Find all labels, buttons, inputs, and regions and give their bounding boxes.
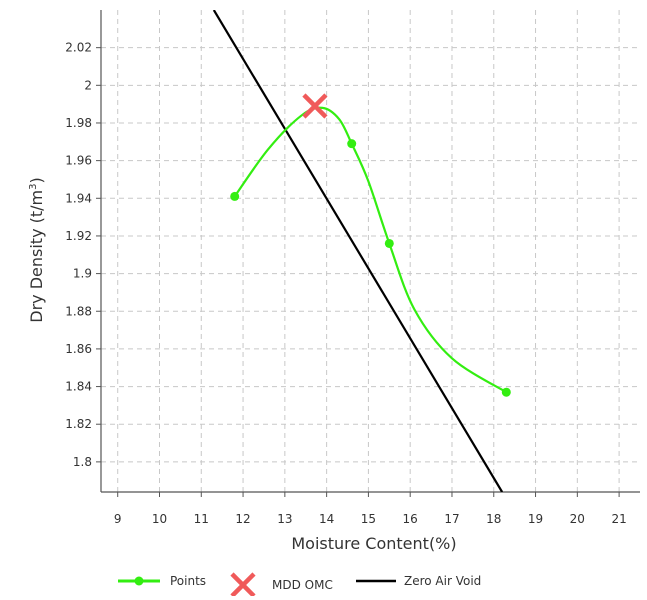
data-point-marker (230, 191, 240, 201)
legend-points-marker (134, 576, 144, 586)
mdd-omc-marker (302, 93, 328, 119)
series-layer (212, 10, 511, 492)
legend: Points MDD OMC Zero Air Void (118, 572, 481, 598)
x-tick-label: 17 (444, 512, 459, 526)
axes-layer (100, 10, 640, 493)
x-tick-label: 13 (277, 512, 292, 526)
x-tick-label: 19 (528, 512, 543, 526)
y-axis-label-superscript: 3 (28, 184, 39, 190)
legend-mdd-omc-label: MDD OMC (272, 578, 333, 592)
zero-air-void-line (212, 10, 504, 492)
y-tick-label: 1.96 (65, 154, 92, 168)
y-axis-label-close: ) (27, 177, 46, 183)
x-tick-label: 10 (152, 512, 167, 526)
x-tick-label: 15 (361, 512, 376, 526)
y-tick-label: 1.88 (65, 304, 92, 318)
x-tick-label: 12 (235, 512, 250, 526)
y-tick-label: 1.8 (73, 455, 92, 469)
mdd-omc-marker-stroke-b (302, 93, 328, 119)
y-tick-label: 1.94 (65, 191, 92, 205)
legend-item-points: Points (118, 574, 206, 588)
x-tick-label: 21 (611, 512, 626, 526)
y-axis-label: Dry Density (t/m3) (27, 177, 46, 322)
y-tick-label: 1.84 (65, 380, 92, 394)
legend-item-mdd-omc: MDD OMC (230, 572, 333, 598)
y-tick-label: 2.02 (65, 41, 92, 55)
y-tick-label: 1.98 (65, 116, 92, 130)
y-tick-label: 1.82 (65, 417, 92, 431)
x-tick-label: 9 (114, 512, 122, 526)
y-axis-label-main: Dry Density (t/m (27, 190, 46, 323)
x-tick-label: 11 (194, 512, 209, 526)
ticks-layer: 9 10 11 12 13 14 15 16 17 18 19 20 21 1.8 1.82 1.84 1.86… (65, 41, 626, 526)
legend-zero-air-void-label: Zero Air Void (404, 574, 481, 588)
data-point-marker (347, 139, 357, 149)
y-tick-label: 1.86 (65, 342, 92, 356)
y-tick-label: 1.92 (65, 229, 92, 243)
x-tick-label: 20 (570, 512, 585, 526)
legend-points-label: Points (170, 574, 206, 588)
data-point-marker (384, 238, 394, 248)
y-tick-label: 2 (84, 78, 92, 92)
x-axis-label: Moisture Content(%) (291, 534, 456, 553)
data-point-marker (501, 387, 511, 397)
legend-mdd-omc-marker (230, 572, 256, 598)
x-tick-label: 14 (319, 512, 334, 526)
y-tick-label: 1.9 (73, 267, 92, 281)
x-tick-label: 16 (403, 512, 418, 526)
legend-item-zero-air-void: Zero Air Void (356, 574, 481, 588)
x-tick-label: 18 (486, 512, 501, 526)
